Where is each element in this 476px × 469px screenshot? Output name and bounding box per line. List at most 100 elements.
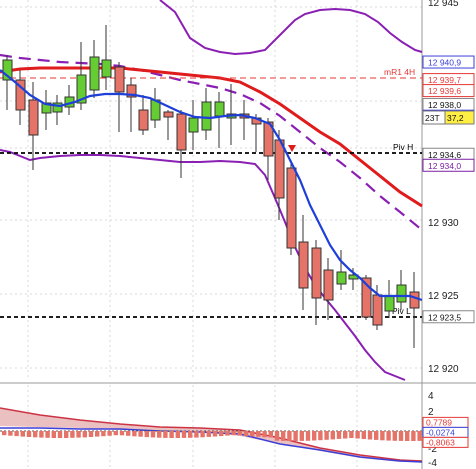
oscillator-tag-text: -0,8063 (426, 437, 455, 447)
oscillator-bar (57, 431, 63, 438)
dashed-moving-average (0, 53, 423, 231)
oscillator-bar (281, 431, 286, 441)
pivot-high-label: Piv H (393, 142, 413, 152)
oscillator-bar (274, 431, 280, 441)
oscillator-bar (194, 431, 199, 438)
price-tag: 12 939,7 (422, 73, 475, 87)
oscillator-bar (374, 431, 379, 440)
price-tag-text: 12 923,5 (428, 312, 461, 322)
oscillator-bar (287, 431, 292, 441)
oscillator[interactable] (0, 407, 423, 463)
oscillator-bar (150, 431, 156, 438)
sma-blue-line (0, 69, 423, 302)
oscillator-bar (361, 431, 366, 439)
oscillator-bar (405, 431, 410, 441)
oscillator-bar (386, 431, 391, 441)
oscillator-bar (39, 431, 44, 438)
oscillator-bar (262, 431, 267, 438)
candle-countdown: 23T 37,2 (422, 110, 475, 125)
oscillator-bar (119, 431, 125, 436)
candle[interactable] (126, 78, 137, 132)
bollinger-lower-band (0, 149, 406, 381)
oscillator-bar (33, 431, 38, 438)
candle[interactable] (114, 62, 125, 132)
candle[interactable] (138, 95, 149, 135)
price-tag-box (422, 55, 475, 69)
oscillator-bar (126, 431, 131, 436)
oscillator-tag: -0,8063 (422, 436, 469, 448)
osc-tick-neg2: -2 (428, 444, 437, 455)
candle[interactable] (2, 55, 13, 110)
oscillator-tag: -0,0274 (422, 426, 469, 438)
oscillator-bar (181, 431, 187, 438)
price-plot-area[interactable] (0, 0, 422, 380)
candle[interactable] (176, 110, 187, 178)
osc-tick-2: 2 (428, 407, 434, 418)
oscillator-tag: 0,7789 (422, 416, 469, 428)
oscillator-bar (417, 431, 422, 441)
candle[interactable] (188, 100, 199, 150)
oscillator-bar (101, 431, 106, 437)
oscillator-bar (324, 431, 329, 440)
oscillator-tags: 0,7789-0,0274-0,8063 (422, 416, 469, 448)
price-tag: 12 940,9 (422, 55, 475, 69)
price-tag: 12 938,0 (422, 97, 475, 111)
oscillator-bar (268, 431, 273, 438)
candle[interactable] (163, 110, 174, 140)
oscillator-bar (200, 431, 205, 438)
oscillator-bar (70, 431, 75, 438)
osc-tick-4: 4 (428, 391, 434, 402)
price-tag-text: 12 939,7 (428, 75, 461, 85)
candle[interactable] (41, 90, 52, 130)
price-tag-box (422, 310, 475, 324)
candlesticks[interactable] (2, 25, 420, 348)
oscillator-bar (88, 431, 94, 437)
down-arrow-marker (288, 145, 296, 152)
oscillator-bar (132, 431, 137, 437)
oscillator-bar (76, 431, 81, 438)
candle[interactable] (336, 250, 347, 290)
oscillator-tag-text: -0,0274 (426, 427, 455, 437)
oscillator-bar (188, 431, 193, 438)
price-tag: 12 934,6 (422, 147, 475, 161)
oscillator-bar (330, 431, 335, 440)
candle[interactable] (15, 70, 26, 125)
price-tag-text: 12 939,6 (428, 86, 461, 96)
candle[interactable] (298, 215, 309, 310)
oscillator-bar (14, 431, 19, 437)
oscillator-bar (380, 431, 385, 441)
candle[interactable] (89, 40, 100, 98)
price-tag: 12 923,5 (422, 310, 475, 324)
oscillator-bar (157, 431, 162, 438)
candle[interactable] (311, 240, 322, 325)
candle[interactable] (286, 160, 297, 255)
mr1-4h-label: mR1 4H (384, 67, 415, 77)
candle[interactable] (263, 118, 274, 180)
oscillator-bar (299, 431, 304, 441)
price-tag: 12 934,0 (422, 158, 475, 172)
oscillator-bar (398, 431, 404, 441)
candle[interactable] (52, 95, 63, 125)
oscillator-bar (163, 431, 168, 438)
oscillator-bar (243, 431, 249, 436)
pivot-low-label: Piv L (392, 306, 411, 316)
oscillator-bar (343, 431, 348, 439)
oscillator-bar (250, 431, 255, 437)
oscillator-bar (107, 431, 112, 436)
candle[interactable] (323, 258, 334, 320)
oscillator-bar (336, 431, 342, 439)
oscillator-bar (367, 431, 373, 440)
oscillator-bar (237, 431, 242, 436)
oscillator-bar (225, 431, 230, 436)
candle[interactable] (396, 270, 407, 310)
oscillator-bar (138, 431, 143, 437)
candle[interactable] (101, 25, 112, 90)
oscillator-bar (305, 431, 311, 441)
countdown-value: 37,2 (447, 113, 464, 123)
oscillator-red-line (0, 407, 423, 462)
price-tag-box (422, 158, 475, 172)
oscillator-bar (20, 431, 25, 437)
candle[interactable] (201, 88, 212, 140)
